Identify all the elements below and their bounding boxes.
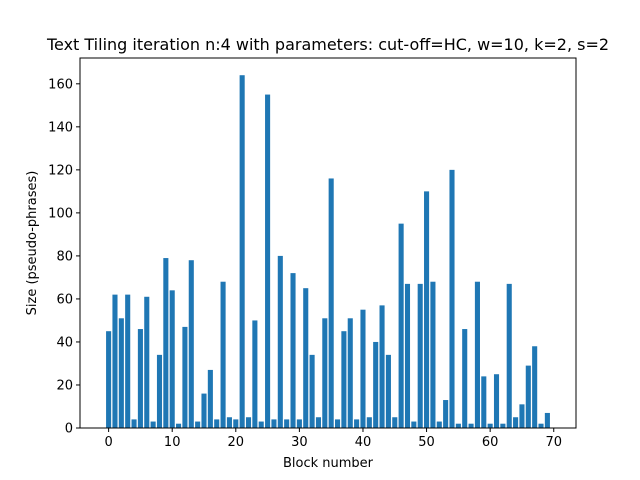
x-tick-label: 60: [482, 435, 499, 450]
bar-block-63: [506, 283, 512, 428]
bar-block-45: [392, 417, 398, 428]
bar-block-4: [131, 419, 137, 428]
bar-block-34: [322, 318, 328, 428]
bar-block-40: [360, 309, 366, 428]
bar-block-46: [398, 223, 404, 428]
y-tick-label: 60: [56, 292, 73, 307]
bar-block-6: [144, 296, 150, 428]
bar-block-13: [188, 260, 194, 428]
bar-block-51: [430, 281, 436, 428]
y-axis-label: Size (pseudo-phrases): [25, 171, 40, 316]
bar-block-28: [284, 419, 290, 428]
x-tick-label: 0: [104, 435, 112, 450]
bar-block-9: [163, 258, 169, 428]
bar-block-27: [277, 255, 283, 428]
bar-block-17: [214, 419, 220, 428]
y-tick-label: 100: [48, 206, 73, 221]
y-tick-label: 40: [56, 335, 73, 350]
x-axis-label: Block number: [283, 456, 374, 471]
bar-block-35: [328, 178, 334, 428]
y-tick-label: 140: [48, 120, 73, 135]
plot-frame: [79, 57, 577, 429]
bar-block-3: [125, 294, 131, 428]
bar-block-38: [347, 318, 353, 428]
bar-block-47: [404, 283, 411, 428]
bar-block-61: [493, 374, 500, 428]
bar-block-69: [544, 412, 550, 428]
bar-block-8: [156, 354, 163, 428]
bar-block-56: [462, 329, 468, 428]
bar-block-30: [296, 419, 302, 428]
bar-block-12: [182, 326, 188, 428]
bar-block-18: [220, 281, 226, 428]
bar-block-25: [265, 94, 271, 429]
x-tick-label: 70: [545, 435, 562, 450]
bar-block-32: [309, 354, 315, 428]
bar-block-33: [315, 417, 322, 428]
bar-block-29: [290, 273, 296, 428]
x-tick-label: 20: [228, 435, 245, 450]
bar-block-53: [443, 400, 449, 428]
bar-block-57: [468, 423, 474, 428]
bar-block-52: [436, 421, 442, 428]
y-tick-label: 160: [48, 77, 73, 92]
x-tick-label: 30: [291, 435, 308, 450]
bar-block-44: [385, 354, 391, 428]
bar-block-66: [525, 365, 531, 428]
y-tick-label: 20: [56, 378, 73, 393]
bar-block-62: [500, 423, 506, 428]
bar-block-43: [379, 305, 385, 428]
bar-block-39: [354, 419, 360, 428]
x-tick-label: 40: [355, 435, 372, 450]
chart-title: Text Tiling iteration n:4 with parameter…: [46, 35, 609, 54]
bar-block-54: [449, 169, 455, 428]
y-tick-label: 120: [48, 163, 73, 178]
y-tick-label: 80: [56, 249, 73, 264]
bar-block-59: [481, 376, 487, 428]
bar-block-24: [258, 421, 264, 428]
bar-block-50: [424, 191, 430, 428]
bar-block-65: [519, 404, 525, 428]
bar-block-48: [411, 421, 417, 428]
bar-block-16: [207, 369, 213, 428]
bar-block-20: [233, 419, 239, 428]
bar-block-10: [169, 290, 175, 428]
bar-block-2: [118, 318, 124, 428]
bar-block-37: [341, 331, 347, 428]
y-tick-label: 0: [65, 422, 73, 437]
bar-block-58: [474, 281, 480, 428]
bar-block-5: [137, 329, 143, 428]
bar-block-15: [201, 393, 207, 428]
x-tick-label: 10: [164, 435, 181, 450]
bar-block-23: [252, 320, 258, 428]
bar-block-60: [487, 423, 493, 428]
bar-block-7: [150, 421, 156, 428]
bar-block-41: [366, 417, 372, 428]
bar-block-19: [226, 417, 232, 428]
bar-block-64: [513, 417, 519, 428]
bar-block-68: [538, 423, 544, 428]
bar-block-26: [271, 419, 277, 428]
bar-block-42: [373, 341, 379, 428]
y-axis-ticks: 0 20 40 60 80 100 120 140 160: [48, 77, 80, 437]
bar-block-1: [112, 294, 118, 428]
bars-group: [106, 75, 550, 429]
bar-block-0: [106, 331, 112, 428]
bar-block-31: [303, 288, 309, 428]
bar-block-36: [334, 419, 341, 428]
bar-block-22: [245, 417, 252, 428]
bar-block-14: [195, 421, 201, 428]
bar-block-55: [455, 423, 461, 428]
x-tick-label: 50: [418, 435, 435, 450]
x-axis-ticks: 0 10 20 30 40 50 60 70: [104, 428, 562, 450]
bar-block-67: [532, 346, 538, 428]
bar-block-11: [176, 423, 182, 428]
bar-block-49: [417, 283, 423, 428]
bar-block-21: [239, 75, 245, 429]
